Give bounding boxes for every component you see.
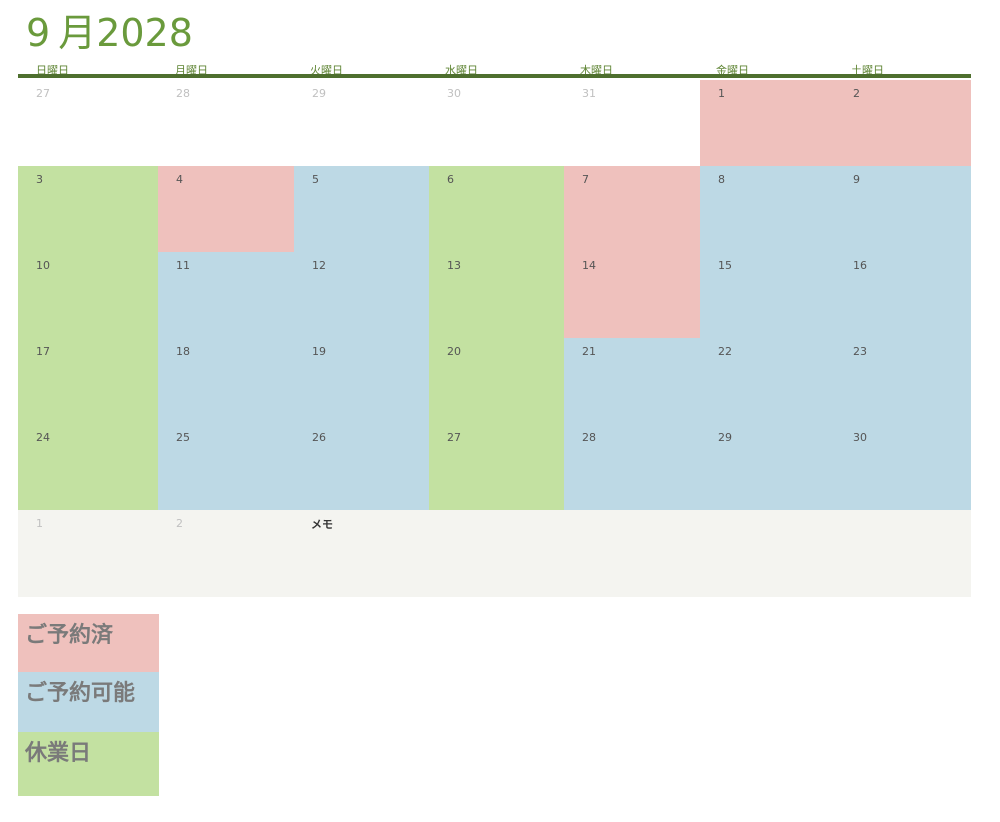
day-number: 8 (718, 173, 725, 186)
day-cell[interactable]: 17 (18, 338, 158, 424)
day-number: 29 (718, 431, 732, 444)
day-number: 24 (36, 431, 50, 444)
title-day: 9 (26, 11, 51, 55)
day-number: 12 (312, 259, 326, 272)
day-number: 28 (176, 87, 190, 100)
day-cell[interactable]: 1 (18, 510, 158, 596)
day-number: 20 (447, 345, 461, 358)
day-cell[interactable]: 18 (158, 338, 294, 424)
weekday-mon: 月曜日 (175, 64, 208, 77)
day-cell[interactable]: 9 (835, 166, 971, 252)
day-number: 10 (36, 259, 50, 272)
day-number: 2 (176, 517, 183, 530)
legend-available: ご予約可能 (18, 672, 159, 732)
day-number: 21 (582, 345, 596, 358)
day-number: 31 (582, 87, 596, 100)
day-cell[interactable]: 13 (429, 252, 564, 338)
day-cell[interactable]: 25 (158, 424, 294, 510)
day-number: 17 (36, 345, 50, 358)
day-number: 14 (582, 259, 596, 272)
weekday-sun: 日曜日 (36, 64, 69, 77)
legend-booked: ご予約済 (18, 614, 159, 672)
day-number: 18 (176, 345, 190, 358)
day-number: 3 (36, 173, 43, 186)
day-number: 25 (176, 431, 190, 444)
day-number: 27 (36, 87, 50, 100)
day-cell[interactable]: 21 (564, 338, 700, 424)
day-cell[interactable]: 8 (700, 166, 835, 252)
day-cell[interactable]: 29 (294, 80, 429, 166)
day-cell[interactable]: 14 (564, 252, 700, 338)
day-number: 13 (447, 259, 461, 272)
header-rule (18, 74, 971, 78)
day-cell[interactable]: 1 (700, 80, 835, 166)
day-cell[interactable]: 10 (18, 252, 158, 338)
day-cell[interactable]: 4 (158, 166, 294, 252)
next-month-row (18, 510, 971, 597)
day-number: 27 (447, 431, 461, 444)
day-number: 7 (582, 173, 589, 186)
day-number: 16 (853, 259, 867, 272)
day-cell[interactable]: 28 (158, 80, 294, 166)
day-number: 26 (312, 431, 326, 444)
day-cell[interactable]: 11 (158, 252, 294, 338)
day-cell[interactable]: 7 (564, 166, 700, 252)
calendar-title: 9 月2028 (26, 2, 193, 57)
legend-closed: 休業日 (18, 732, 159, 796)
day-number: 5 (312, 173, 319, 186)
day-cell[interactable]: 19 (294, 338, 429, 424)
day-cell[interactable]: 20 (429, 338, 564, 424)
day-cell[interactable]: 28 (564, 424, 700, 510)
day-cell[interactable]: 30 (429, 80, 564, 166)
day-number: 29 (312, 87, 326, 100)
day-number: 9 (853, 173, 860, 186)
day-number: 19 (312, 345, 326, 358)
weekday-fri: 金曜日 (716, 64, 749, 77)
day-number: 22 (718, 345, 732, 358)
day-number: 28 (582, 431, 596, 444)
day-cell[interactable]: 16 (835, 252, 971, 338)
day-cell[interactable]: 6 (429, 166, 564, 252)
memo-label: メモ (311, 518, 333, 531)
day-cell[interactable]: 3 (18, 166, 158, 252)
day-cell[interactable]: 31 (564, 80, 700, 166)
title-month-year: 月2028 (58, 11, 193, 55)
day-number: 4 (176, 173, 183, 186)
day-cell[interactable]: 24 (18, 424, 158, 510)
weekday-thu: 木曜日 (580, 64, 613, 77)
day-number: 23 (853, 345, 867, 358)
day-cell[interactable]: 29 (700, 424, 835, 510)
day-number: 15 (718, 259, 732, 272)
weekday-sat: 土曜日 (851, 64, 884, 77)
day-cell[interactable]: 22 (700, 338, 835, 424)
weekday-tue: 火曜日 (310, 64, 343, 77)
day-cell[interactable]: 2 (835, 80, 971, 166)
day-cell[interactable]: 26 (294, 424, 429, 510)
day-cell[interactable]: 12 (294, 252, 429, 338)
day-number: 1 (36, 517, 43, 530)
day-cell[interactable]: 30 (835, 424, 971, 510)
day-number: 1 (718, 87, 725, 100)
day-cell[interactable]: 27 (429, 424, 564, 510)
day-number: 30 (447, 87, 461, 100)
day-number: 11 (176, 259, 190, 272)
day-number: 30 (853, 431, 867, 444)
weekday-wed: 水曜日 (445, 64, 478, 77)
day-cell[interactable]: 23 (835, 338, 971, 424)
day-number: 6 (447, 173, 454, 186)
day-cell[interactable]: 2 (158, 510, 294, 596)
day-cell[interactable]: 27 (18, 80, 158, 166)
day-number: 2 (853, 87, 860, 100)
day-cell[interactable]: 5 (294, 166, 429, 252)
day-cell[interactable]: 15 (700, 252, 835, 338)
weekday-header: 日曜日 月曜日 火曜日 水曜日 木曜日 金曜日 土曜日 (18, 62, 971, 77)
